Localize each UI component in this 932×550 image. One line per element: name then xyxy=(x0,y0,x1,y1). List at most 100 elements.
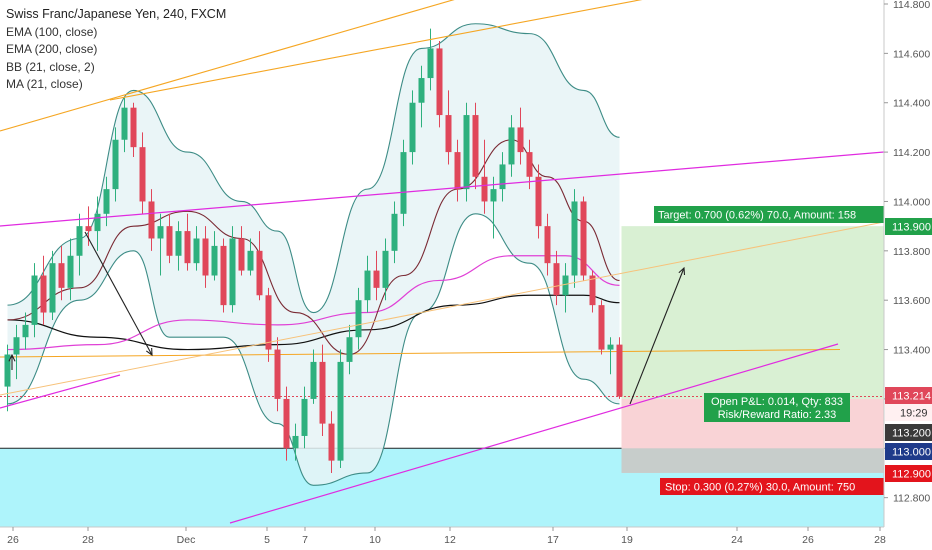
candle-body[interactable] xyxy=(292,435,299,449)
candle-body[interactable] xyxy=(319,361,326,424)
target-label-box[interactable] xyxy=(654,206,886,223)
candle-body[interactable] xyxy=(508,127,515,165)
candle-body[interactable] xyxy=(328,423,335,461)
candle-body[interactable] xyxy=(616,344,623,397)
candle-body[interactable] xyxy=(175,231,182,256)
candle-body[interactable] xyxy=(562,275,569,296)
candle-body[interactable] xyxy=(274,349,281,399)
candle-body[interactable] xyxy=(139,147,146,202)
candle-body[interactable] xyxy=(373,270,380,288)
candle-body[interactable] xyxy=(355,300,362,338)
candle-body[interactable] xyxy=(49,263,56,313)
candles-layer[interactable] xyxy=(4,28,623,473)
candle-body[interactable] xyxy=(265,295,272,350)
candle-body[interactable] xyxy=(112,139,119,190)
candle-body[interactable] xyxy=(22,324,29,338)
candle-body[interactable] xyxy=(148,201,155,239)
candle-body[interactable] xyxy=(202,238,209,276)
candle-body[interactable] xyxy=(238,238,245,271)
channel-bottom-line[interactable] xyxy=(229,343,839,524)
candle-body[interactable] xyxy=(346,337,353,362)
candle-body[interactable] xyxy=(598,305,605,350)
bollinger-upper[interactable] xyxy=(7,23,620,314)
candle-body[interactable] xyxy=(481,176,488,202)
candle-body[interactable] xyxy=(490,189,497,202)
symbol-title[interactable]: Swiss Franc/Japanese Yen, 240, FXCM xyxy=(6,7,227,21)
candle-body[interactable] xyxy=(499,164,506,190)
position-labels-layer: Target: 0.700 (0.62%) 70.0, Amount: 158 … xyxy=(654,206,886,495)
candle-body[interactable] xyxy=(40,275,47,313)
candle-body[interactable] xyxy=(382,250,389,288)
time-tick-label: Dec xyxy=(177,534,196,546)
price-tick-label: 114.200 xyxy=(893,147,930,159)
channel-top-line[interactable] xyxy=(0,151,885,227)
channel-left-line[interactable] xyxy=(0,374,121,409)
indicator-bb-label[interactable]: BB (21, close, 2) xyxy=(6,59,95,74)
candle-body[interactable] xyxy=(211,245,218,276)
upper-trendline-1[interactable] xyxy=(0,0,470,132)
indicator-ma21-label[interactable]: MA (21, close) xyxy=(6,77,83,91)
target-zone[interactable] xyxy=(621,226,885,399)
candle-body[interactable] xyxy=(337,361,344,461)
horizontal-trendline[interactable] xyxy=(0,349,841,358)
candle-body[interactable] xyxy=(130,107,137,148)
candle-body[interactable] xyxy=(166,226,173,256)
ema100-line[interactable] xyxy=(7,255,620,351)
candle-body[interactable] xyxy=(13,337,20,355)
candle-body[interactable] xyxy=(571,201,578,276)
candle-body[interactable] xyxy=(427,48,434,79)
candle-body[interactable] xyxy=(580,201,587,276)
candle-body[interactable] xyxy=(409,102,416,153)
open-pl-box[interactable] xyxy=(704,393,850,422)
candle-body[interactable] xyxy=(301,398,308,436)
ema200-line[interactable] xyxy=(7,294,620,351)
candle-body[interactable] xyxy=(607,344,614,350)
candle-body[interactable] xyxy=(157,226,164,239)
candle-body[interactable] xyxy=(391,213,398,251)
bollinger-lower[interactable] xyxy=(7,213,620,486)
candle-body[interactable] xyxy=(310,361,317,399)
projection-arrow-up[interactable] xyxy=(629,267,685,405)
indicator-ema200-label[interactable]: EMA (200, close) xyxy=(6,42,98,56)
candle-body[interactable] xyxy=(553,263,560,296)
projection-arrow-down[interactable] xyxy=(84,231,153,356)
candle-body[interactable] xyxy=(454,152,461,190)
upper-trendline-2[interactable] xyxy=(109,0,650,101)
candle-body[interactable] xyxy=(445,115,452,153)
candle-body[interactable] xyxy=(58,263,65,288)
time-axis[interactable]: 26 28 Dec 5 7 10 12 17 19 24 26 28 xyxy=(7,527,886,546)
candle-body[interactable] xyxy=(526,152,533,177)
candle-body[interactable] xyxy=(193,238,200,264)
candle-body[interactable] xyxy=(229,238,236,306)
candle-body[interactable] xyxy=(121,107,128,140)
candle-body[interactable] xyxy=(67,255,74,288)
candle-body[interactable] xyxy=(283,398,290,449)
candle-body[interactable] xyxy=(94,213,101,232)
candle-body[interactable] xyxy=(517,127,524,153)
candle-body[interactable] xyxy=(544,226,551,264)
middle-trendline[interactable] xyxy=(0,221,885,396)
candle-body[interactable] xyxy=(31,275,38,325)
candle-body[interactable] xyxy=(247,250,254,271)
support-price-text: 113.000 xyxy=(892,447,931,459)
candle-body[interactable] xyxy=(535,176,542,227)
candle-body[interactable] xyxy=(364,270,371,301)
indicator-ema100-label[interactable]: EMA (100, close) xyxy=(6,24,98,39)
candle-body[interactable] xyxy=(418,78,425,103)
candle-body[interactable] xyxy=(85,226,92,232)
stop-label-box[interactable] xyxy=(660,478,886,495)
candle-body[interactable] xyxy=(256,250,263,296)
candle-body[interactable] xyxy=(4,354,11,387)
time-tick-label: 10 xyxy=(369,534,381,546)
drawings-layer[interactable] xyxy=(0,0,885,524)
candle-body[interactable] xyxy=(184,231,191,264)
candle-body[interactable] xyxy=(103,189,110,214)
candle-body[interactable] xyxy=(589,275,596,306)
candle-body[interactable] xyxy=(76,226,83,256)
candle-body[interactable] xyxy=(472,115,479,177)
candle-body[interactable] xyxy=(436,48,443,116)
candle-body[interactable] xyxy=(400,152,407,214)
candle-body[interactable] xyxy=(220,245,227,306)
candle-body[interactable] xyxy=(463,115,470,190)
